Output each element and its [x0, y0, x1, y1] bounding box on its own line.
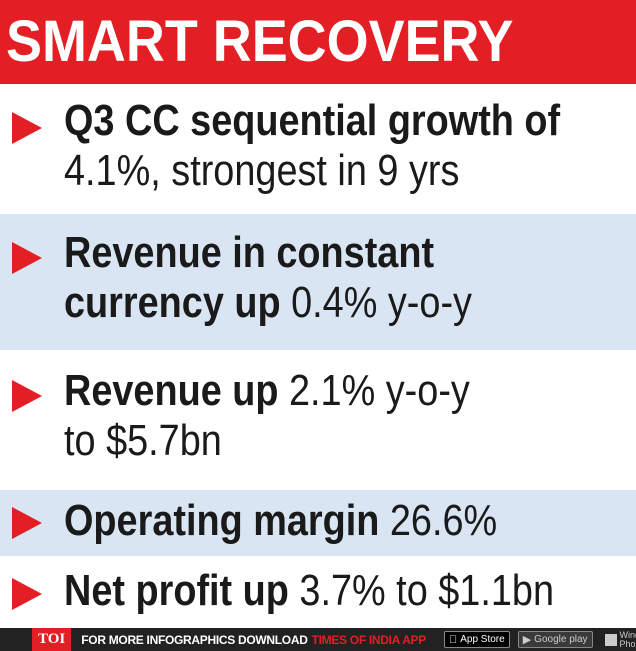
play-icon: ▶	[523, 633, 531, 646]
app-store-label: App Store	[451, 634, 504, 645]
list-item: Revenue up 2.1% y-o-y to $5.7bn	[0, 350, 636, 490]
windows-icon	[604, 633, 617, 646]
item-text-regular: 0.4% y-o-y	[280, 278, 472, 327]
windows-phone-badge[interactable]: Windows Phone	[601, 629, 636, 649]
bullet-arrow-icon	[12, 242, 42, 274]
item-text-regular: 26.6%	[379, 496, 498, 545]
item-text-regular: to $5.7bn	[64, 416, 222, 465]
bullet-arrow-icon	[12, 380, 42, 412]
item-text: Revenue up 2.1% y-o-y to $5.7bn	[64, 366, 628, 466]
item-text-regular: 2.1% y-o-y	[278, 366, 470, 415]
item-text: Q3 CC sequential growth of 4.1%, stronge…	[64, 96, 628, 196]
item-text-bold: Net profit up	[64, 566, 289, 615]
list-item: Net profit up 3.7% to $1.1bn	[0, 556, 636, 628]
toi-logo: TOI	[32, 628, 72, 651]
headline-bar: SMART RECOVERY	[0, 0, 636, 84]
item-text-regular: 3.7% to $1.1bn	[288, 566, 554, 615]
windows-phone-label: Windows Phone	[611, 629, 636, 649]
promo-text: FOR MORE INFOGRAPHICS DOWNLOAD	[81, 632, 308, 647]
headline: SMART RECOVERY	[6, 9, 514, 74]
item-text: Revenue in constant currency up 0.4% y-o…	[64, 228, 628, 328]
bullet-arrow-icon	[12, 112, 42, 144]
item-text-bold: Revenue in constant	[64, 228, 435, 277]
item-text-bold: Revenue up	[64, 366, 279, 415]
promo-app-name: TIMES OF INDIA APP	[311, 632, 427, 647]
google-play-badge[interactable]: ▶ Google play	[517, 631, 593, 648]
item-text-regular: 4.1%, strongest in 9 yrs	[64, 146, 460, 195]
google-play-label: Google play	[525, 634, 587, 645]
bullet-arrow-icon	[12, 507, 42, 539]
list-item: Q3 CC sequential growth of 4.1%, stronge…	[0, 84, 636, 214]
list-item: Operating margin 26.6%	[0, 490, 636, 556]
item-text-bold: currency up	[64, 278, 281, 327]
bullet-arrow-icon	[12, 578, 42, 610]
list-item: Revenue in constant currency up 0.4% y-o…	[0, 214, 636, 350]
footer-bar: TOI FOR MORE INFOGRAPHICS DOWNLOAD TIMES…	[0, 628, 636, 651]
item-text-bold: Operating margin	[64, 496, 380, 545]
apple-icon: 	[449, 634, 457, 646]
app-store-badge[interactable]:  App Store	[443, 631, 510, 648]
item-text: Net profit up 3.7% to $1.1bn	[64, 566, 628, 616]
item-text-bold: Q3 CC sequential growth of	[64, 96, 561, 145]
item-text: Operating margin 26.6%	[64, 496, 628, 546]
